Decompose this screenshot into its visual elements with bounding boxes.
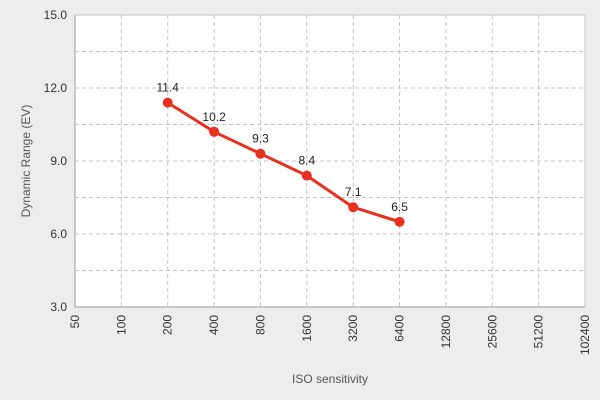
x-tick-label: 100 bbox=[114, 315, 128, 335]
data-label: 9.3 bbox=[252, 132, 269, 146]
x-axis-title: ISO sensitivity bbox=[292, 372, 368, 386]
grid-lines bbox=[74, 14, 586, 308]
data-label: 8.4 bbox=[298, 154, 315, 168]
x-tick-label: 50 bbox=[68, 315, 82, 329]
x-tick-label: 1600 bbox=[300, 315, 314, 342]
x-tick-labels: 50 100 200 400 800 1600 3200 6400 12800 25600 5120… bbox=[68, 315, 592, 355]
y-tick-label: 15.0 bbox=[44, 8, 68, 22]
data-label: 11.4 bbox=[156, 81, 179, 95]
y-tick-label: 9.0 bbox=[50, 154, 67, 168]
x-tick-label: 102400 bbox=[578, 315, 592, 355]
y-tick-labels: 3.0 6.0 9.0 12.0 15.0 bbox=[44, 8, 68, 314]
x-tick-label: 200 bbox=[161, 315, 175, 335]
x-tick-label: 25600 bbox=[485, 315, 499, 349]
x-tick-label: 6400 bbox=[393, 315, 407, 342]
data-point bbox=[301, 170, 312, 181]
series-line bbox=[166, 101, 402, 224]
data-point bbox=[348, 202, 359, 213]
data-point bbox=[162, 97, 173, 108]
y-tick-label: 12.0 bbox=[44, 81, 68, 95]
x-tick-label: 51200 bbox=[532, 315, 546, 349]
data-label: 7.1 bbox=[345, 185, 362, 199]
data-point bbox=[255, 148, 266, 159]
x-tick-label: 400 bbox=[207, 315, 221, 335]
y-axis-title: Dynamic Range (EV) bbox=[19, 105, 33, 218]
x-tick-label: 3200 bbox=[346, 315, 360, 342]
data-label: 6.5 bbox=[391, 200, 408, 214]
x-tick-label: 12800 bbox=[439, 315, 453, 349]
y-tick-label: 6.0 bbox=[50, 227, 67, 241]
x-tick-label: 800 bbox=[253, 315, 267, 335]
data-point bbox=[209, 126, 220, 137]
y-tick-label: 3.0 bbox=[50, 300, 67, 314]
data-point bbox=[394, 216, 405, 227]
series-group: 11.4 10.2 9.3 8.4 7.1 6.5 bbox=[156, 81, 408, 227]
data-label: 10.2 bbox=[202, 110, 226, 124]
